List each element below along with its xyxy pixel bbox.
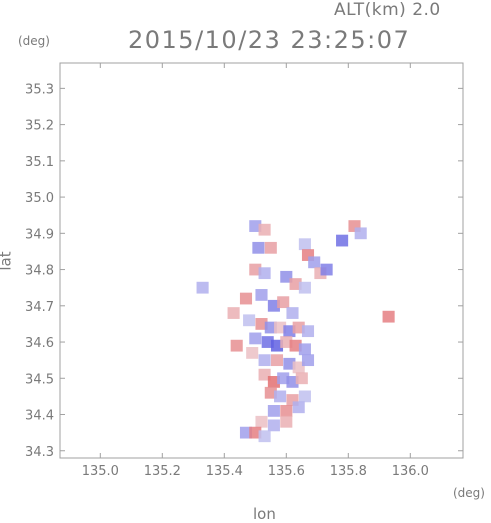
heatmap-cell [252,241,265,254]
x-axis-unit: (deg) [453,486,485,500]
heatmap-cell [348,220,361,232]
x-tick-label: 135.6 [268,464,305,479]
y-tick-label: 34.3 [25,445,54,460]
heatmap-cell [274,321,287,334]
heatmap-cell [230,339,243,352]
heatmap-cell [243,314,256,327]
y-tick-label: 34.8 [25,264,54,279]
heatmap-cell [286,394,299,406]
heatmap-cell [267,376,280,388]
plot-frame [59,62,464,459]
heatmap-cell [258,267,271,280]
x-tick-label: 136.0 [392,464,429,479]
altitude-label: ALT(km) 2.0 [334,0,441,20]
heatmap-cell [258,223,271,236]
heatmap-cell [264,241,277,254]
heatmap-cell [308,256,321,269]
heatmap-cells [196,220,395,443]
heatmap-cell [267,405,280,417]
heatmap-cell [227,307,240,319]
heatmap-cell [289,278,302,290]
heatmap-cell [283,357,296,370]
heatmap-cell [295,372,308,385]
heatmap-cell [336,234,349,247]
y-tick-label: 35.0 [25,191,54,206]
heatmap-cell [258,430,271,443]
heatmap-cell [261,336,274,348]
heatmap-cell [280,405,293,417]
x-tick-label: 135.8 [330,464,367,479]
heatmap-cell [314,267,327,280]
heatmap-cell [255,318,268,330]
y-tick-label: 34.5 [25,372,54,387]
y-axis-ticks: 34.3 34.4 34.5 34.6 34.7 34.8 34.9 35.0 35.1 35.2… [25,82,463,460]
heatmap-cell [246,347,259,359]
heatmap-cell [320,263,333,276]
heatmap-cell [280,336,293,348]
heatmap-cell [277,296,290,309]
heatmap-cell [301,249,315,261]
y-tick-label: 34.7 [25,300,54,315]
heatmap-cell [249,220,262,232]
heatmap-cell [292,401,305,414]
heatmap-cell [267,419,280,432]
heatmap-cell [274,390,287,403]
heatmap-cell [255,289,268,301]
heatmap-cell [301,354,315,367]
heatmap-cell [258,354,271,367]
x-tick-label: 135.0 [82,464,119,479]
x-axis-ticks: 135.0 135.2 135.4 135.6 135.8 136.0 [82,63,429,479]
heatmap-cell [280,270,293,283]
heatmap-cell [267,299,280,312]
heatmap-cell [298,343,311,356]
heatmap-cell [292,361,305,374]
heatmap-cell [283,325,296,338]
heatmap-cell [298,238,311,251]
heatmap-cell [292,321,305,334]
x-axis-label: lon [253,505,276,523]
y-axis-unit: (deg) [18,34,50,48]
y-tick-label: 35.3 [25,82,54,97]
heatmap-cell [289,339,302,352]
heatmap-cell [249,426,262,439]
heatmap-cell [298,390,311,403]
heatmap-cell [298,281,311,294]
y-tick-label: 35.1 [25,155,54,170]
heatmap-cell [286,376,299,388]
y-tick-label: 34.6 [25,336,54,351]
heatmap-cell [354,227,367,240]
y-tick-label: 34.9 [25,227,54,242]
heatmap-cell [270,339,284,352]
x-tick-label: 135.2 [144,464,181,479]
heatmap-cell [196,281,209,294]
heatmap-cell [382,310,395,323]
chart-datetime-title: 2015/10/23 23:25:07 [128,26,411,54]
heatmap-cell [301,325,315,338]
y-tick-label: 35.2 [25,119,54,134]
heatmap-cell [286,307,299,319]
heatmap-cell [264,321,277,334]
heatmap-cell [277,372,290,385]
heatmap-cell [255,415,268,428]
heatmap-cell [264,386,277,399]
heatmap-cell [249,263,262,276]
heatmap-cell [270,354,284,367]
heatmap-cell [280,415,293,428]
heatmap-cell [239,426,253,439]
heatmap-cell [258,368,271,381]
y-tick-label: 34.4 [25,409,54,424]
x-tick-label: 135.4 [206,464,243,479]
heatmap-cell [249,332,262,345]
heatmap-cell [239,292,253,305]
